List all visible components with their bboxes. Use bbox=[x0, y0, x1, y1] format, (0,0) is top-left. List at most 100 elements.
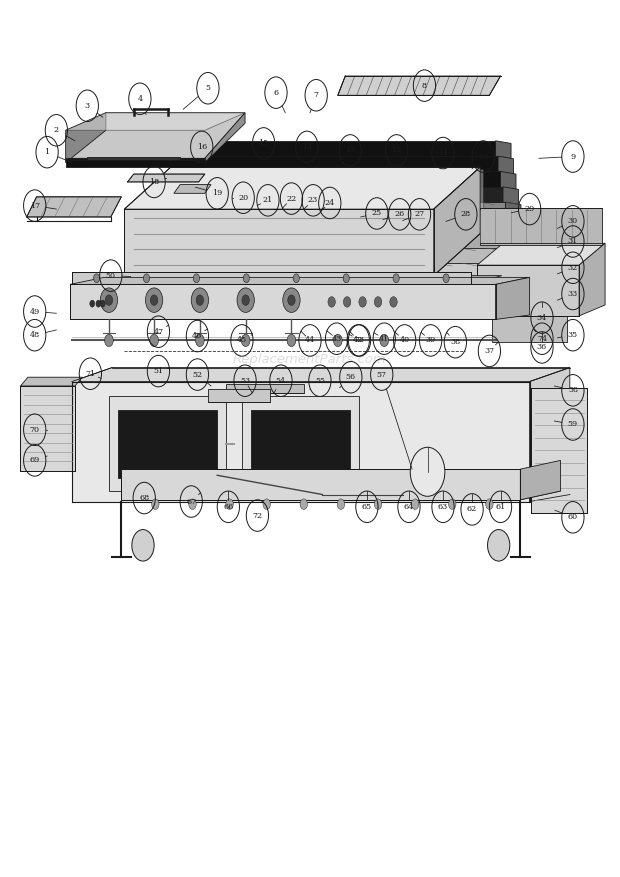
Text: 74: 74 bbox=[537, 335, 547, 343]
Text: 1: 1 bbox=[45, 148, 50, 156]
Text: 71: 71 bbox=[86, 370, 95, 378]
Bar bbox=[208, 389, 270, 402]
Text: 46: 46 bbox=[192, 332, 203, 340]
Polygon shape bbox=[338, 76, 500, 96]
Text: 59: 59 bbox=[568, 420, 578, 429]
Text: 38: 38 bbox=[450, 339, 461, 346]
Polygon shape bbox=[125, 209, 434, 275]
Circle shape bbox=[143, 274, 149, 282]
Circle shape bbox=[485, 499, 493, 510]
Circle shape bbox=[132, 530, 154, 561]
Polygon shape bbox=[185, 171, 500, 199]
Polygon shape bbox=[579, 243, 605, 316]
Text: 11: 11 bbox=[438, 149, 448, 157]
Text: 4: 4 bbox=[137, 95, 143, 103]
Text: 8: 8 bbox=[422, 82, 427, 89]
Circle shape bbox=[487, 530, 510, 561]
Text: 21: 21 bbox=[263, 196, 273, 204]
Circle shape bbox=[343, 274, 349, 282]
Text: 72: 72 bbox=[252, 511, 262, 519]
Text: 19: 19 bbox=[212, 189, 223, 197]
Circle shape bbox=[96, 300, 101, 307]
Polygon shape bbox=[510, 232, 526, 263]
Circle shape bbox=[412, 499, 419, 510]
Text: 47: 47 bbox=[153, 328, 164, 336]
Bar bbox=[109, 396, 226, 491]
Text: 17: 17 bbox=[30, 202, 40, 210]
Text: 65: 65 bbox=[362, 503, 372, 510]
Text: 57: 57 bbox=[377, 371, 387, 379]
Text: 69: 69 bbox=[30, 456, 40, 465]
Text: 9: 9 bbox=[570, 153, 575, 160]
Polygon shape bbox=[197, 248, 513, 276]
Polygon shape bbox=[20, 377, 82, 386]
Polygon shape bbox=[66, 113, 106, 162]
Circle shape bbox=[443, 274, 449, 282]
Circle shape bbox=[393, 274, 399, 282]
Text: 53: 53 bbox=[240, 377, 250, 385]
Circle shape bbox=[243, 274, 249, 282]
Polygon shape bbox=[180, 141, 495, 168]
Polygon shape bbox=[190, 202, 505, 230]
Polygon shape bbox=[72, 367, 570, 381]
Text: 50: 50 bbox=[106, 272, 116, 280]
Circle shape bbox=[237, 288, 254, 312]
Text: 51: 51 bbox=[153, 367, 164, 375]
Polygon shape bbox=[192, 217, 508, 246]
Circle shape bbox=[448, 499, 456, 510]
Text: 14: 14 bbox=[302, 143, 312, 151]
Text: 41: 41 bbox=[379, 335, 389, 343]
Circle shape bbox=[196, 295, 203, 305]
Polygon shape bbox=[202, 279, 518, 307]
Bar bbox=[87, 158, 180, 161]
Polygon shape bbox=[66, 113, 245, 159]
Circle shape bbox=[193, 274, 200, 282]
Text: 31: 31 bbox=[568, 238, 578, 246]
Text: 37: 37 bbox=[484, 347, 495, 355]
Polygon shape bbox=[200, 263, 515, 291]
Polygon shape bbox=[495, 141, 511, 171]
Polygon shape bbox=[529, 367, 570, 502]
Text: 32: 32 bbox=[568, 264, 578, 272]
Polygon shape bbox=[122, 491, 560, 500]
Polygon shape bbox=[66, 159, 205, 162]
Circle shape bbox=[150, 334, 159, 346]
Polygon shape bbox=[434, 167, 480, 275]
Bar bbox=[20, 386, 75, 471]
Polygon shape bbox=[66, 113, 245, 131]
Polygon shape bbox=[498, 156, 513, 187]
Text: 70: 70 bbox=[30, 425, 40, 434]
Text: 18: 18 bbox=[149, 178, 159, 186]
Text: 40: 40 bbox=[399, 337, 410, 345]
Circle shape bbox=[226, 499, 233, 510]
Text: 24: 24 bbox=[325, 199, 335, 207]
Text: 6: 6 bbox=[273, 89, 278, 96]
Circle shape bbox=[410, 447, 445, 496]
Circle shape bbox=[146, 288, 163, 312]
Circle shape bbox=[90, 300, 95, 307]
Circle shape bbox=[334, 334, 342, 346]
Circle shape bbox=[188, 499, 196, 510]
Polygon shape bbox=[500, 171, 516, 202]
Polygon shape bbox=[520, 460, 560, 500]
Text: 29: 29 bbox=[525, 205, 534, 213]
Bar bbox=[492, 316, 567, 342]
Text: 43: 43 bbox=[332, 335, 342, 343]
Text: 13: 13 bbox=[345, 146, 355, 154]
Text: 33: 33 bbox=[568, 290, 578, 298]
Circle shape bbox=[151, 295, 158, 305]
Text: 42: 42 bbox=[353, 337, 363, 345]
Text: 44: 44 bbox=[305, 337, 315, 345]
Text: 58: 58 bbox=[568, 387, 578, 395]
Polygon shape bbox=[125, 167, 480, 209]
Circle shape bbox=[288, 295, 295, 305]
Text: 10: 10 bbox=[478, 153, 489, 160]
Text: 48: 48 bbox=[30, 332, 40, 339]
Polygon shape bbox=[70, 284, 495, 319]
Circle shape bbox=[105, 334, 113, 346]
Text: 67: 67 bbox=[186, 497, 197, 505]
Polygon shape bbox=[182, 156, 498, 184]
Polygon shape bbox=[72, 275, 502, 284]
Polygon shape bbox=[72, 381, 529, 502]
Text: 5: 5 bbox=[205, 84, 210, 92]
